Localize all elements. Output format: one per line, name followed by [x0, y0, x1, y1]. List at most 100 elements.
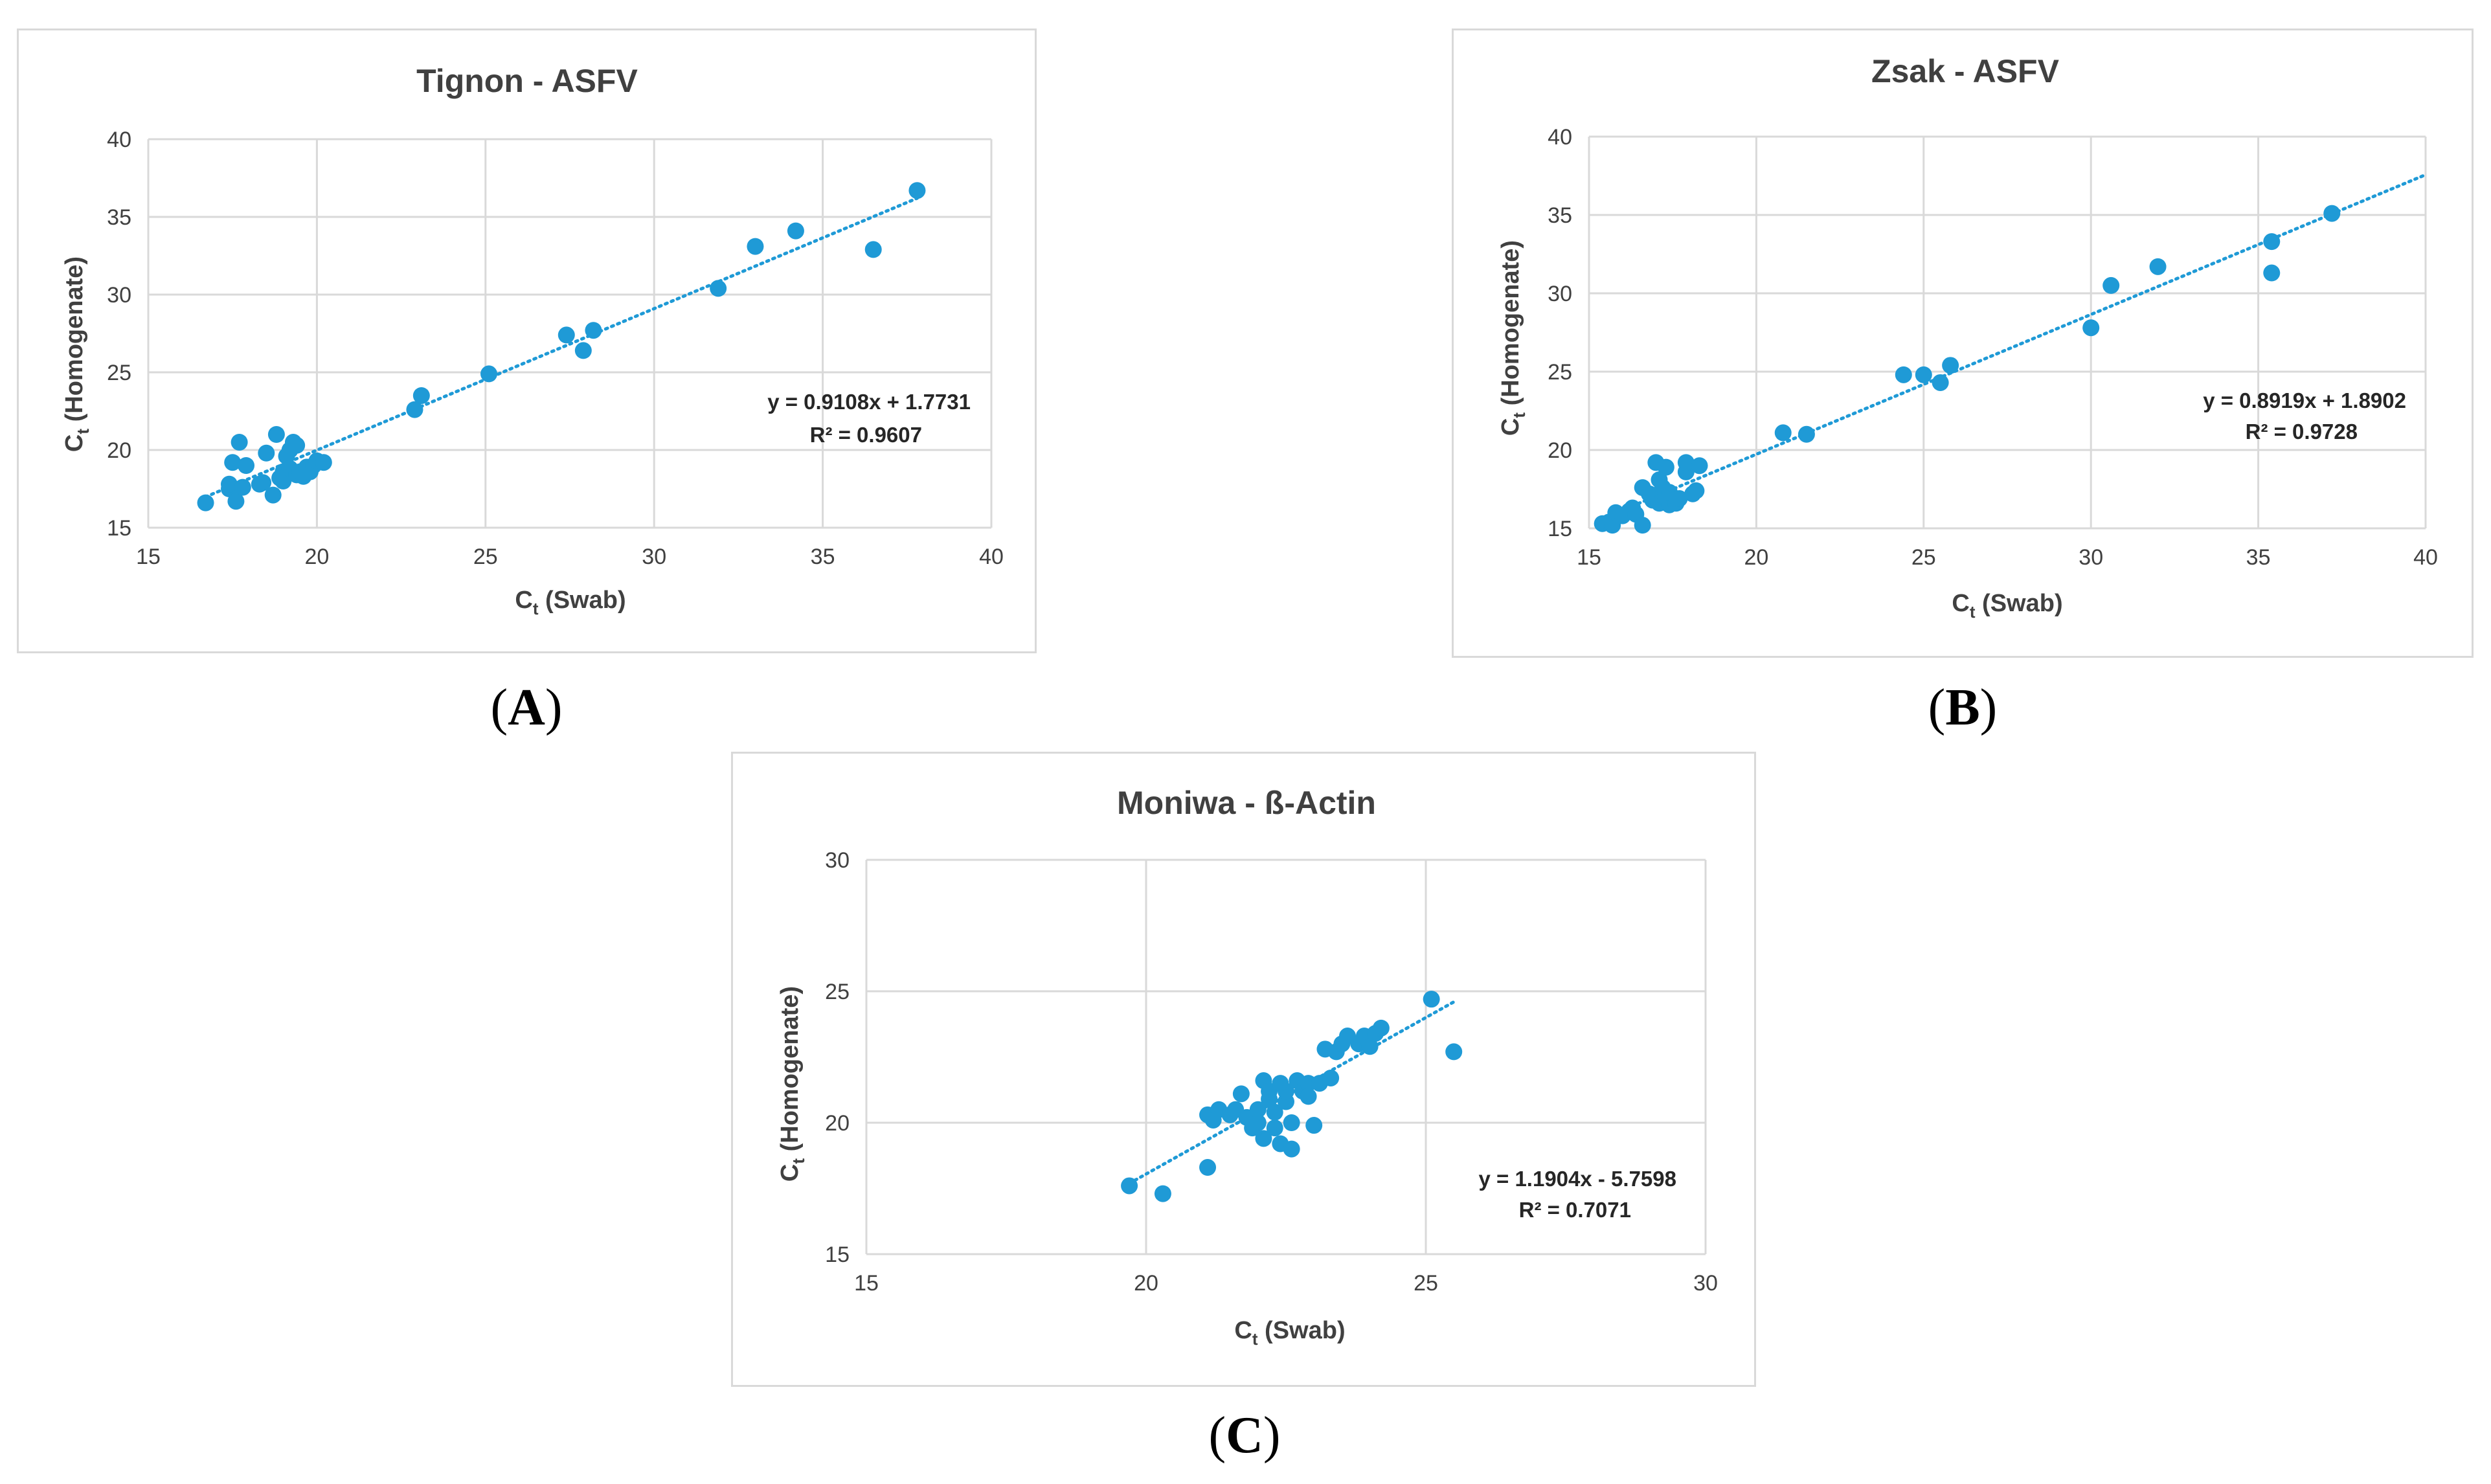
data-point	[1232, 1085, 1250, 1103]
panel-label-b: (B)	[1928, 679, 1998, 736]
data-point	[1249, 1101, 1267, 1118]
y-tick-label: 25	[825, 980, 850, 1004]
data-point	[1249, 1114, 1267, 1131]
chart-a-svg: Tignon - ASFV 15 20 25 30 35 40 152025303540 …	[61, 63, 1004, 618]
data-point	[267, 426, 285, 443]
panel-label-c: (C)	[1208, 1407, 1281, 1464]
data-point	[234, 478, 251, 496]
data-point	[406, 401, 423, 418]
data-point	[315, 454, 332, 471]
data-point	[1266, 1103, 1283, 1121]
x-tick-label: 30	[1693, 1271, 1718, 1296]
points-layer	[1121, 991, 1463, 1202]
data-point	[1283, 1114, 1300, 1131]
data-point	[908, 182, 926, 199]
y-tick-label: 20	[107, 438, 131, 463]
data-point	[1895, 366, 1912, 383]
y-tick-label: 25	[1548, 360, 1572, 385]
data-point	[224, 454, 242, 471]
data-point	[288, 436, 306, 454]
chart-panel-a: Tignon - ASFV 15 20 25 30 35 40 15 20 25 30 35 40 …	[17, 28, 1037, 653]
x-tick-labels: 15 20 25 30 35 40	[1577, 545, 2438, 570]
chart-panel-c: Moniwa - ß-Actin 15 20 25 30 15 20 25 30 Ct (S…	[731, 752, 1756, 1387]
x-axis-label: Ct (Swab)	[1234, 1317, 1345, 1349]
x-tick-label: 25	[473, 545, 498, 569]
x-axis-label: Ct (Swab)	[515, 587, 626, 618]
regression-equation: y = 0.9108x + 1.7731	[767, 390, 971, 414]
data-point	[2102, 276, 2120, 294]
data-point	[1423, 991, 1440, 1008]
chart-title: Moniwa - ß-Actin	[1117, 785, 1376, 821]
trendline	[204, 196, 919, 499]
data-point	[1677, 454, 1695, 471]
data-point	[254, 474, 272, 491]
points-layer	[1594, 205, 2341, 534]
y-tick-label: 25	[107, 361, 131, 385]
x-tick-label: 15	[136, 545, 161, 569]
y-tick-labels: 15 20 25 30 35 40	[107, 128, 131, 541]
chart-title: Tignon - ASFV	[416, 63, 638, 99]
x-axis-label: Ct (Swab)	[1952, 590, 2062, 622]
data-point	[1932, 374, 1949, 391]
data-point	[574, 342, 592, 359]
data-point	[1942, 357, 1959, 374]
x-tick-label: 25	[1911, 545, 1936, 570]
data-point	[558, 326, 575, 344]
data-point	[412, 387, 430, 404]
data-point	[2149, 258, 2167, 275]
data-point	[227, 493, 245, 510]
x-tick-label: 20	[1744, 545, 1768, 570]
y-axis-label: Ct (Homogenate)	[61, 256, 93, 452]
y-tick-label: 40	[1548, 125, 1572, 150]
data-point	[1266, 1119, 1283, 1137]
data-point	[231, 434, 248, 451]
y-tick-label: 30	[107, 283, 131, 308]
r-squared-label: R² = 0.9607	[810, 423, 922, 447]
data-point	[1372, 1019, 1390, 1037]
data-point	[1687, 482, 1705, 499]
data-point	[2323, 205, 2341, 222]
x-tick-label: 40	[2413, 545, 2438, 570]
x-tick-label: 20	[1134, 1271, 1158, 1296]
panel-label-a: (A)	[490, 679, 563, 736]
data-point	[1255, 1130, 1272, 1147]
data-point	[1671, 490, 1688, 508]
data-point	[585, 322, 602, 339]
data-point	[238, 457, 255, 474]
data-point	[1634, 517, 1651, 534]
data-point	[1798, 425, 1815, 443]
y-tick-label: 30	[825, 848, 850, 873]
data-point	[1915, 366, 1932, 383]
data-point	[1199, 1159, 1217, 1176]
x-tick-label: 20	[304, 545, 329, 569]
x-tick-label: 35	[2246, 545, 2271, 570]
chart-b-svg: Zsak - ASFV 15 20 25 30 35 40 15 20 25 30 35 40 Ct…	[1497, 53, 2438, 622]
y-tick-label: 15	[825, 1242, 850, 1267]
data-point	[1283, 1140, 1300, 1158]
y-tick-label: 20	[1548, 438, 1572, 463]
data-point	[1305, 1117, 1323, 1134]
y-tick-label: 40	[107, 128, 131, 152]
y-tick-label: 35	[107, 205, 131, 230]
x-tick-label: 25	[1414, 1271, 1438, 1296]
regression-equation: y = 0.8919x + 1.8902	[2203, 388, 2406, 412]
y-tick-labels: 15 20 25 30 35 40	[1548, 125, 1572, 541]
trendline	[1601, 173, 2428, 521]
x-tick-label: 35	[811, 545, 835, 569]
data-point	[275, 473, 292, 489]
data-point	[864, 241, 882, 258]
data-point	[480, 365, 498, 383]
data-point	[1154, 1185, 1171, 1202]
data-point	[258, 444, 275, 462]
gridlines	[865, 859, 1707, 1255]
y-tick-label: 30	[1548, 282, 1572, 306]
chart-c-svg: Moniwa - ß-Actin 15 20 25 30 15 20 25 30 Ct (S…	[776, 785, 1718, 1349]
x-tick-labels: 15 20 25 30	[854, 1271, 1718, 1296]
chart-title: Zsak - ASFV	[1871, 53, 2060, 89]
points-layer	[197, 182, 926, 512]
r-squared-label: R² = 0.9728	[2246, 420, 2358, 444]
x-tick-label: 30	[642, 545, 666, 569]
trendline-layer	[204, 196, 919, 499]
data-point	[1300, 1088, 1317, 1105]
y-axis-label: Ct (Homogenate)	[1497, 240, 1529, 436]
